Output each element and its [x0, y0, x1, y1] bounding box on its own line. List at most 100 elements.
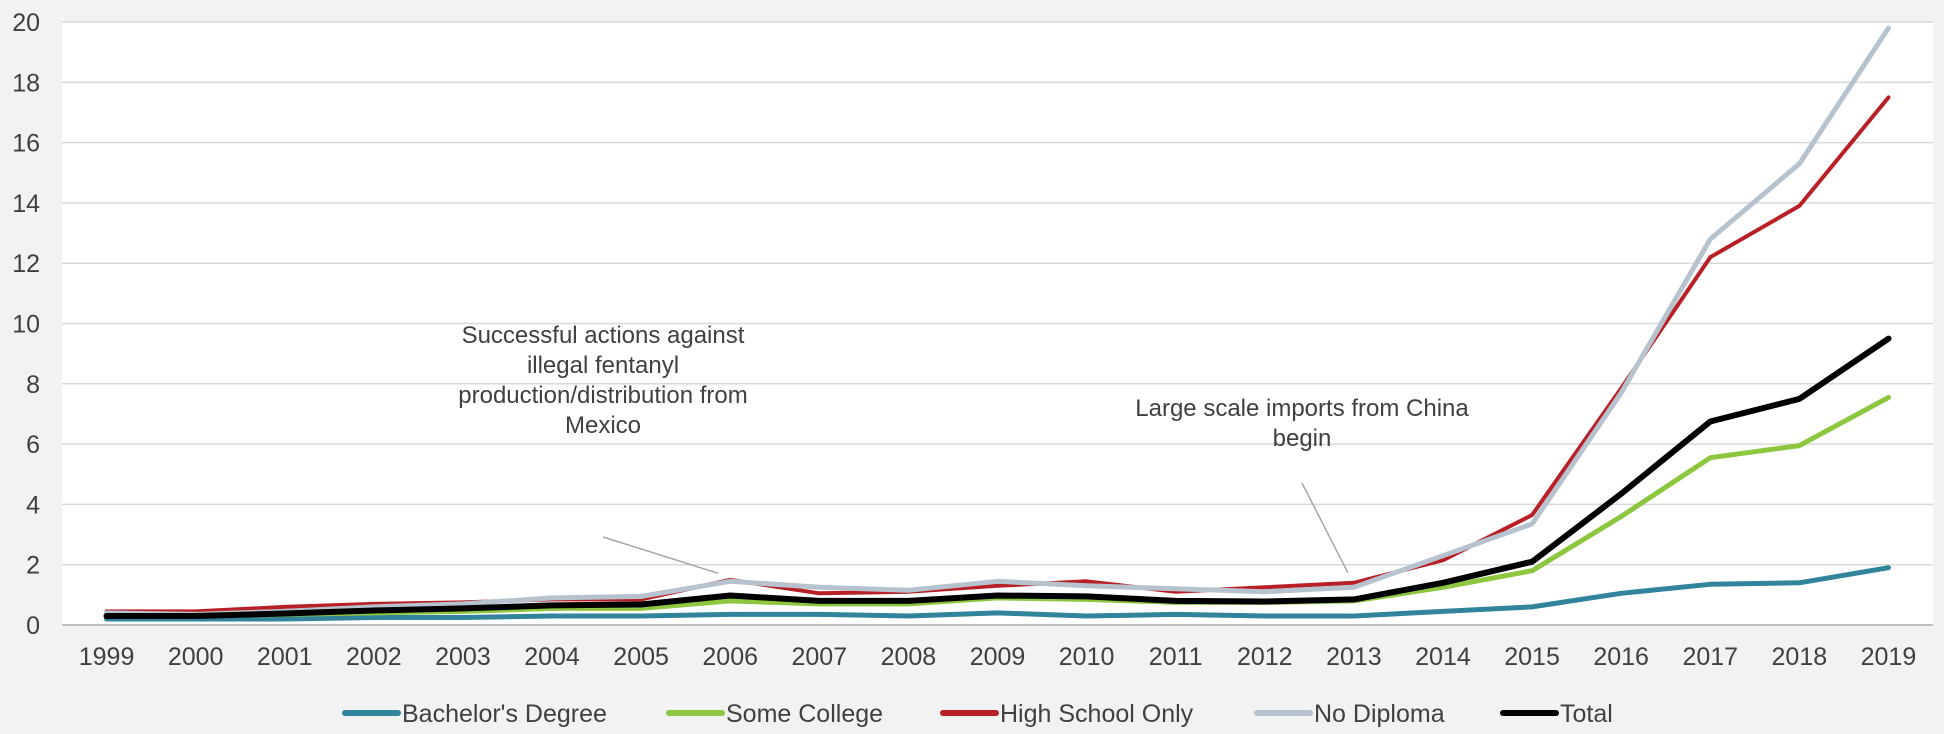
data-point-total: [105, 614, 109, 618]
data-point-high-school-only: [1085, 579, 1089, 583]
data-point-high-school-only: [817, 591, 821, 595]
data-point-no-diploma: [728, 579, 732, 583]
legend-label: Some College: [726, 700, 883, 728]
x-tick-label: 2007: [791, 643, 847, 671]
data-point-bachelor-s-degree: [1174, 612, 1178, 616]
series-total: [103, 335, 1892, 619]
gridlines: [62, 21, 1933, 626]
legend-item-some-college: Some College: [666, 700, 883, 728]
y-tick-label: 14: [12, 190, 40, 218]
y-axis-tick-labels: 0 2 4 6 8 10 12 14 16 18 20: [12, 9, 40, 640]
data-point-no-diploma: [1530, 522, 1534, 526]
data-point-high-school-only: [1797, 204, 1801, 208]
y-tick-label: 12: [12, 250, 40, 278]
annotation-text-line: Large scale imports from China: [1135, 395, 1469, 422]
x-tick-label: 2012: [1237, 643, 1293, 671]
x-tick-label: 2001: [257, 643, 313, 671]
data-point-high-school-only: [1441, 558, 1445, 562]
x-tick-label: 2018: [1772, 643, 1828, 671]
data-point-total: [1886, 337, 1890, 341]
data-point-bachelor-s-degree: [1886, 566, 1890, 570]
data-point-total: [372, 609, 376, 613]
x-tick-label: 2000: [168, 643, 224, 671]
data-point-high-school-only: [283, 605, 287, 609]
data-point-bachelor-s-degree: [817, 612, 821, 616]
data-point-no-diploma: [1619, 391, 1623, 395]
data-point-bachelor-s-degree: [1441, 609, 1445, 613]
data-point-total: [461, 606, 465, 610]
y-tick-label: 4: [26, 491, 40, 519]
x-tick-label: 2006: [702, 643, 758, 671]
data-point-no-diploma: [1708, 237, 1712, 241]
data-point-bachelor-s-degree: [639, 614, 643, 618]
y-tick-label: 20: [12, 9, 40, 37]
data-point-bachelor-s-degree: [906, 614, 910, 618]
data-point-bachelor-s-degree: [1085, 614, 1089, 618]
data-point-some-college: [1708, 456, 1712, 460]
x-tick-label: 2002: [346, 643, 402, 671]
annotation-text-line: Mexico: [565, 412, 641, 439]
data-point-high-school-only: [1352, 581, 1356, 585]
legend-item-high-school-only: High School Only: [940, 700, 1194, 728]
data-point-some-college: [1530, 569, 1534, 573]
series-bachelor-s-degree: [104, 565, 1891, 622]
data-point-total: [817, 599, 821, 603]
y-tick-label: 10: [12, 311, 40, 339]
data-point-no-diploma: [1441, 554, 1445, 558]
x-tick-label: 2010: [1059, 643, 1115, 671]
data-point-total: [1797, 397, 1801, 401]
data-point-some-college: [1797, 444, 1801, 448]
data-point-no-diploma: [906, 588, 910, 592]
data-point-no-diploma: [817, 585, 821, 589]
data-point-bachelor-s-degree: [550, 614, 554, 618]
data-point-high-school-only: [996, 584, 999, 588]
y-tick-label: 16: [12, 130, 40, 158]
data-point-bachelor-s-degree: [372, 615, 376, 619]
x-tick-label: 2015: [1504, 643, 1560, 671]
annotation-leader-line: [602, 536, 719, 574]
legend-item-total: Total: [1500, 700, 1613, 728]
annotation-text-line: begin: [1273, 425, 1332, 452]
data-point-high-school-only: [1886, 95, 1890, 99]
legend: Bachelor's Degree Some College High School…: [342, 700, 1613, 728]
y-tick-label: 0: [26, 612, 40, 640]
data-point-bachelor-s-degree: [283, 617, 287, 621]
annotation-leader-line: [1301, 482, 1349, 574]
data-point-some-college: [728, 599, 732, 603]
data-point-some-college: [1886, 395, 1890, 399]
x-tick-label: 2016: [1593, 643, 1649, 671]
data-point-total: [1708, 419, 1712, 423]
series-no-diploma: [104, 25, 1891, 617]
data-point-high-school-only: [1530, 513, 1534, 517]
x-tick-label: 2003: [435, 643, 491, 671]
data-point-bachelor-s-degree: [461, 615, 465, 619]
data-point-high-school-only: [1263, 585, 1267, 589]
data-point-total: [1530, 560, 1534, 564]
data-point-bachelor-s-degree: [1619, 591, 1623, 595]
data-point-bachelor-s-degree: [1708, 582, 1712, 586]
x-tick-label: 2014: [1415, 643, 1471, 671]
annotations: Successful actions against illegal fentan…: [458, 322, 1469, 574]
y-tick-label: 8: [26, 371, 40, 399]
legend-label: Total: [1560, 700, 1613, 728]
data-point-total: [550, 603, 554, 607]
annotation-text-line: Successful actions against: [462, 322, 745, 349]
data-point-no-diploma: [639, 594, 643, 598]
legend-item-no-diploma: No Diploma: [1254, 700, 1445, 728]
data-point-high-school-only: [1708, 255, 1712, 259]
data-point-bachelor-s-degree: [1352, 614, 1356, 618]
legend-label: No Diploma: [1314, 700, 1445, 728]
data-point-no-diploma: [1797, 162, 1801, 166]
data-point-total: [996, 593, 999, 597]
data-point-bachelor-s-degree: [1530, 605, 1534, 609]
x-axis-tick-labels: 1999 2000 2001 2002 2003 2004 2005 2006 2007 2008…: [79, 643, 1917, 671]
data-point-bachelor-s-degree: [996, 611, 999, 615]
data-point-some-college: [639, 606, 643, 610]
data-point-total: [1085, 594, 1089, 598]
x-tick-label: 2017: [1682, 643, 1738, 671]
data-point-total: [1174, 599, 1178, 603]
data-point-total: [1263, 599, 1267, 603]
data-point-bachelor-s-degree: [728, 612, 732, 616]
data-point-total: [1441, 581, 1445, 585]
